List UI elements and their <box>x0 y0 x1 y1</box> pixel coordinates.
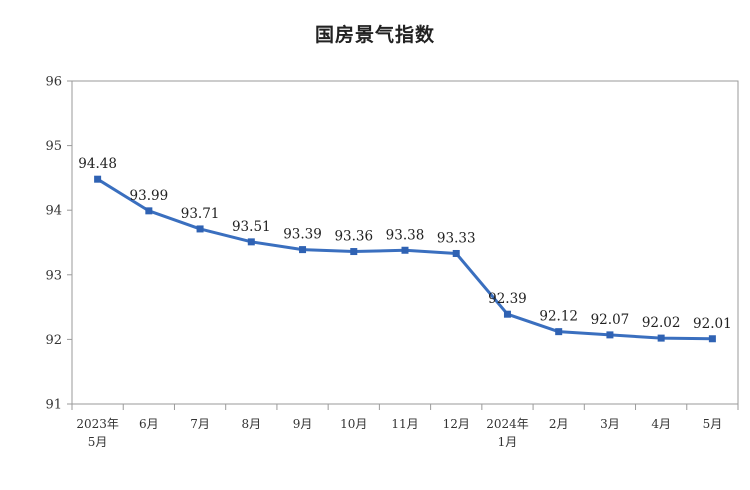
data-label: 94.48 <box>78 156 117 172</box>
x-tick-label: 7月 <box>190 417 210 431</box>
x-tick-label: 12月 <box>443 417 470 431</box>
data-point <box>708 335 716 343</box>
data-point <box>350 248 358 256</box>
data-label: 93.33 <box>437 230 476 246</box>
x-tick-label: 2月 <box>549 417 569 431</box>
x-tick-label: 2024年 <box>486 417 529 431</box>
data-point <box>401 246 409 254</box>
data-label: 92.07 <box>591 312 630 328</box>
data-point <box>606 331 614 339</box>
x-tick-label: 9月 <box>293 417 313 431</box>
data-label: 93.36 <box>334 229 373 245</box>
data-point <box>555 328 563 336</box>
x-tick-label: 11月 <box>391 417 418 431</box>
data-label: 92.02 <box>642 315 681 331</box>
x-tick-label: 6月 <box>139 417 159 431</box>
x-tick-label: 2023年 <box>76 417 119 431</box>
y-tick-label: 94 <box>45 204 62 219</box>
x-tick-label: 10月 <box>340 417 367 431</box>
x-tick-label: 8月 <box>241 417 261 431</box>
x-tick-label: 1月 <box>498 435 518 449</box>
y-tick-label: 91 <box>45 398 62 413</box>
y-tick-label: 93 <box>45 268 62 283</box>
y-tick-label: 95 <box>45 139 62 154</box>
data-point <box>503 310 511 318</box>
data-label: 93.71 <box>181 206 220 222</box>
data-label: 92.01 <box>693 316 732 332</box>
chart-title: 国房景气指数 <box>314 24 435 46</box>
x-tick-label: 4月 <box>651 417 671 431</box>
data-point <box>452 249 460 257</box>
y-tick-label: 92 <box>45 333 62 348</box>
plot-frame <box>71 80 739 405</box>
data-point <box>247 238 255 246</box>
data-label: 93.51 <box>232 219 271 235</box>
y-tick-label: 96 <box>45 75 62 90</box>
x-tick-label: 5月 <box>703 417 723 431</box>
data-point <box>657 334 665 342</box>
data-label: 92.39 <box>488 291 527 307</box>
data-point <box>196 225 204 233</box>
data-label: 93.38 <box>386 227 425 243</box>
data-point <box>145 207 153 215</box>
data-point <box>299 246 307 254</box>
data-label: 93.39 <box>283 227 322 243</box>
x-tick-label: 3月 <box>600 417 620 431</box>
data-point <box>94 175 102 183</box>
data-label: 92.12 <box>539 309 578 325</box>
x-tick-label: 5月 <box>88 435 108 449</box>
data-label: 93.99 <box>130 188 169 204</box>
